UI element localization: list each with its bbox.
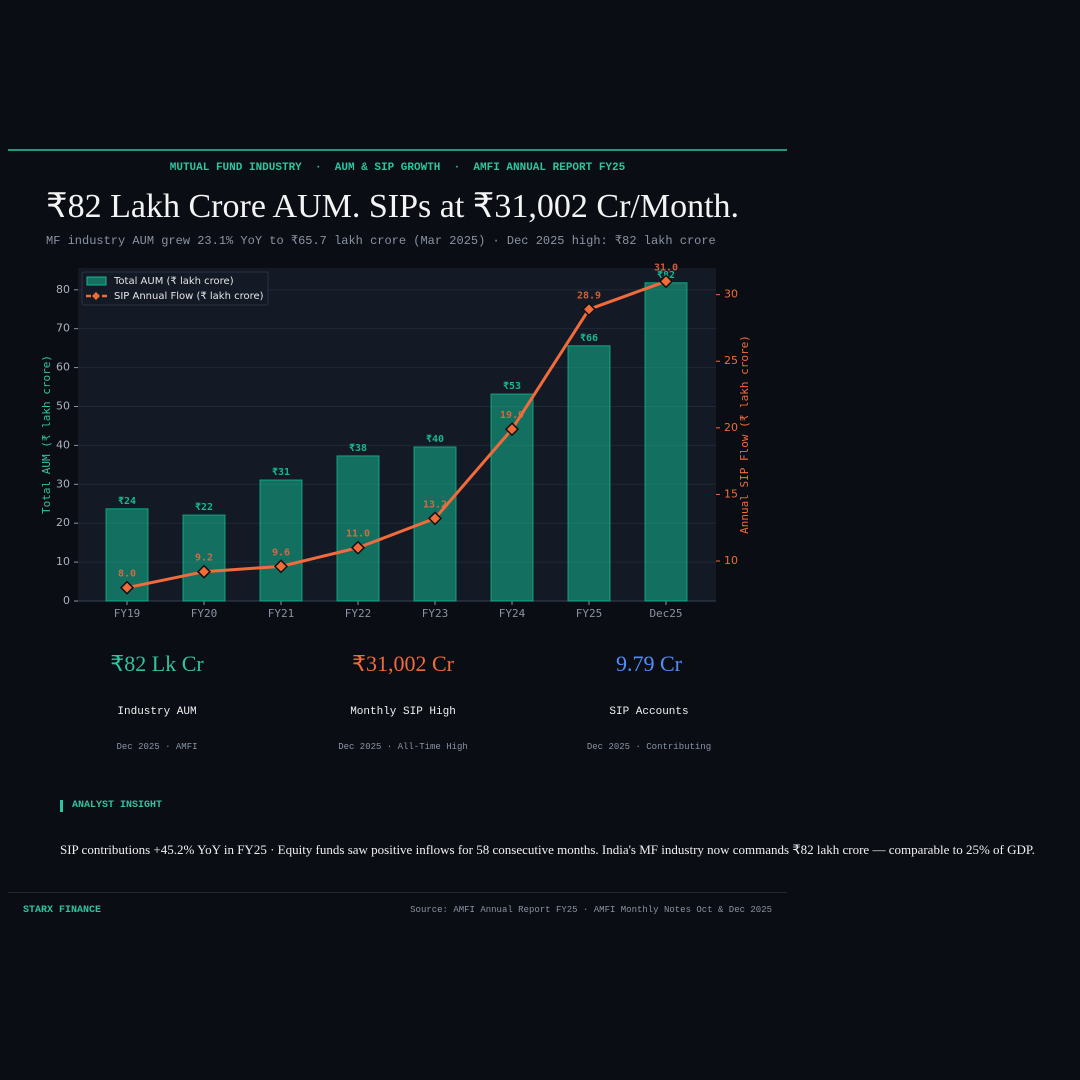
kpi-value: ₹31,002 Cr: [352, 651, 454, 676]
legend-swatch: [86, 276, 107, 286]
x-tick-label: FY22: [345, 607, 372, 620]
bar: [336, 455, 380, 602]
footer-brand: STARX FINANCE: [23, 905, 102, 916]
bar: [644, 282, 688, 602]
kpi-label: Monthly SIP High: [350, 706, 456, 718]
x-tick-label: Dec25: [649, 607, 682, 620]
line-marker: [350, 540, 366, 555]
title: ₹82 Lakh Crore AUM. SIPs at ₹31,002 Cr/M…: [46, 188, 740, 225]
x-tick-label: FY23: [422, 607, 449, 620]
bar-value-label: ₹31: [272, 467, 290, 478]
line-marker: [273, 559, 289, 574]
y2-tick-label: 25: [724, 354, 738, 367]
kpi-note: Dec 2025 · AMFI: [116, 742, 198, 752]
bar: [567, 345, 611, 602]
y-tick-label: 60: [56, 361, 70, 374]
y-tick-label: 50: [56, 399, 70, 412]
kicker: MUTUAL FUND INDUSTRY · AUM & SIP GROWTH …: [169, 162, 626, 174]
bar-value-label: ₹40: [426, 434, 444, 445]
bar-value-label: ₹66: [580, 333, 598, 344]
bar-value-label: ₹22: [195, 502, 213, 513]
footer-source: Source: AMFI Annual Report FY25 · AMFI M…: [410, 905, 772, 915]
plot-area: [78, 268, 716, 601]
kpi-note: Dec 2025 · All-Time High: [338, 742, 468, 752]
insight-bar: [60, 800, 63, 812]
legend-label: SIP Annual Flow (₹ lakh crore): [114, 291, 264, 302]
line-marker: [581, 302, 597, 317]
line-value-label: 9.6: [272, 547, 290, 558]
line-value-label: 19.9: [500, 410, 524, 421]
line-value-label: 13.2: [423, 499, 447, 510]
y-tick-label: 30: [56, 477, 70, 490]
y-tick-label: 70: [56, 322, 70, 335]
x-tick-label: FY24: [499, 607, 526, 620]
insight-text: SIP contributions +45.2% YoY in FY25 · E…: [60, 842, 1035, 857]
line-marker: [658, 274, 674, 289]
legend-label: Total AUM (₹ lakh crore): [113, 276, 234, 287]
y-tick-label: 10: [56, 555, 70, 568]
y2-tick-label: 30: [724, 288, 738, 301]
insight-heading: ANALYST INSIGHT: [72, 800, 163, 811]
y-tick-label: 40: [56, 438, 70, 451]
subtitle: MF industry AUM grew 23.1% YoY to ₹65.7 …: [46, 234, 716, 248]
bar-value-label: ₹24: [118, 496, 136, 507]
line-value-label: 11.0: [346, 529, 370, 540]
line-value-label: 31.0: [654, 262, 678, 273]
y2-tick-label: 20: [724, 421, 738, 434]
line-marker: [196, 564, 212, 579]
chart: 0 10 20 30 40 50 60 70 80 10 15 20 25 30 FY19 FY20 FY21 F…: [8, 149, 787, 620]
y-tick-label: 0: [63, 594, 70, 607]
x-tick-label: FY25: [576, 607, 603, 620]
legend-swatch: [92, 292, 100, 300]
y-tick-label: 80: [56, 283, 70, 296]
y-axis-label: Total AUM (₹ lakh crore): [40, 355, 53, 514]
kpi-note: Dec 2025 · Contributing: [586, 742, 712, 752]
bar-value-label: ₹38: [349, 443, 367, 454]
line-value-label: 8.0: [118, 569, 136, 580]
sip-line: [126, 279, 667, 590]
bar-value-label: ₹53: [503, 381, 521, 392]
x-tick-label: FY21: [268, 607, 295, 620]
kpi-value: 9.79 Cr: [616, 651, 682, 676]
kpi-label: SIP Accounts: [609, 706, 689, 718]
bar: [182, 514, 226, 602]
line-marker: [119, 580, 135, 595]
x-tick-label: FY20: [191, 607, 218, 620]
bar: [259, 479, 303, 602]
line-value-label: 28.9: [577, 290, 601, 301]
footer-rule: [8, 892, 787, 893]
line-marker: [427, 511, 443, 526]
y2-axis-label: Annual SIP Flow (₹ lakh crore): [738, 335, 751, 534]
legend-box: [81, 271, 269, 306]
x-tick-label: FY19: [114, 607, 141, 620]
line-value-label: 9.2: [195, 553, 213, 564]
kpi-label: Industry AUM: [117, 706, 197, 718]
y2-tick-label: 15: [724, 487, 738, 500]
y2-tick-label: 10: [724, 554, 738, 567]
y-tick-label: 20: [56, 516, 70, 529]
line-marker: [504, 422, 520, 437]
kpi-value: ₹82 Lk Cr: [110, 651, 204, 676]
